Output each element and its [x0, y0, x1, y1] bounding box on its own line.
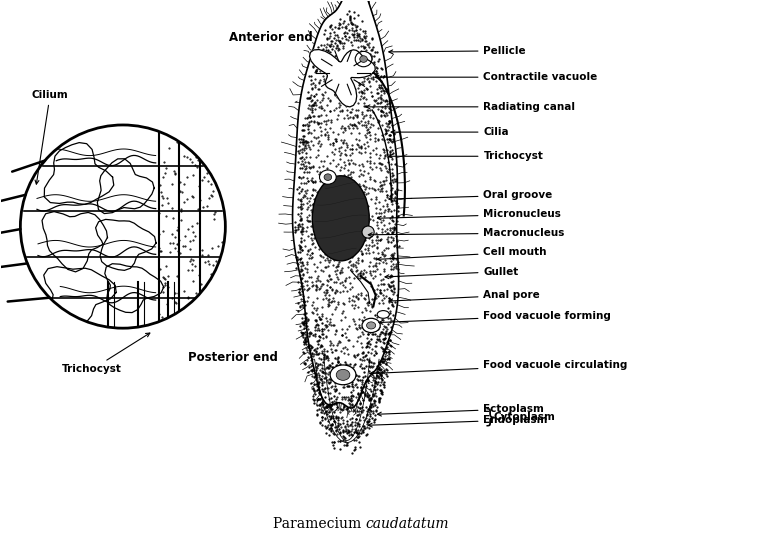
Text: Pellicle: Pellicle: [389, 46, 526, 56]
Text: Ectoplasm: Ectoplasm: [377, 404, 544, 416]
Text: Cytoplasm: Cytoplasm: [493, 412, 555, 422]
Text: Macronucleus: Macronucleus: [368, 228, 565, 238]
Text: Food vacuole circulating: Food vacuole circulating: [370, 360, 628, 375]
Ellipse shape: [362, 226, 374, 238]
Polygon shape: [309, 50, 375, 107]
Ellipse shape: [324, 174, 331, 181]
Ellipse shape: [336, 369, 350, 380]
Text: Posterior end: Posterior end: [188, 351, 278, 364]
Text: Cilium: Cilium: [32, 90, 69, 184]
Text: Gullet: Gullet: [385, 267, 519, 279]
Text: Trichocyst: Trichocyst: [62, 333, 150, 374]
Ellipse shape: [355, 51, 372, 67]
Text: Oral groove: Oral groove: [389, 190, 552, 201]
Text: Radiating canal: Radiating canal: [366, 102, 575, 112]
Polygon shape: [293, 0, 399, 408]
Ellipse shape: [21, 125, 226, 328]
Text: Anal pore: Anal pore: [389, 290, 540, 303]
Text: Contractile vacuole: Contractile vacuole: [375, 72, 597, 82]
Text: }: }: [484, 407, 496, 427]
Text: Paramecium: Paramecium: [274, 517, 366, 531]
Text: Cilia: Cilia: [391, 127, 509, 137]
Text: caudatatum: caudatatum: [366, 517, 450, 531]
Text: Anterior end: Anterior end: [229, 30, 312, 44]
Ellipse shape: [377, 311, 389, 319]
Ellipse shape: [330, 365, 356, 385]
Ellipse shape: [362, 319, 380, 332]
Ellipse shape: [360, 56, 367, 62]
Text: Micronucleus: Micronucleus: [377, 210, 562, 220]
Text: Endoplasm: Endoplasm: [368, 415, 548, 427]
Ellipse shape: [319, 170, 336, 184]
Ellipse shape: [312, 176, 370, 261]
Text: Trichocyst: Trichocyst: [389, 151, 543, 161]
Text: Cell mouth: Cell mouth: [377, 247, 547, 261]
Text: Food vacuole forming: Food vacuole forming: [379, 311, 611, 324]
Ellipse shape: [367, 322, 376, 329]
